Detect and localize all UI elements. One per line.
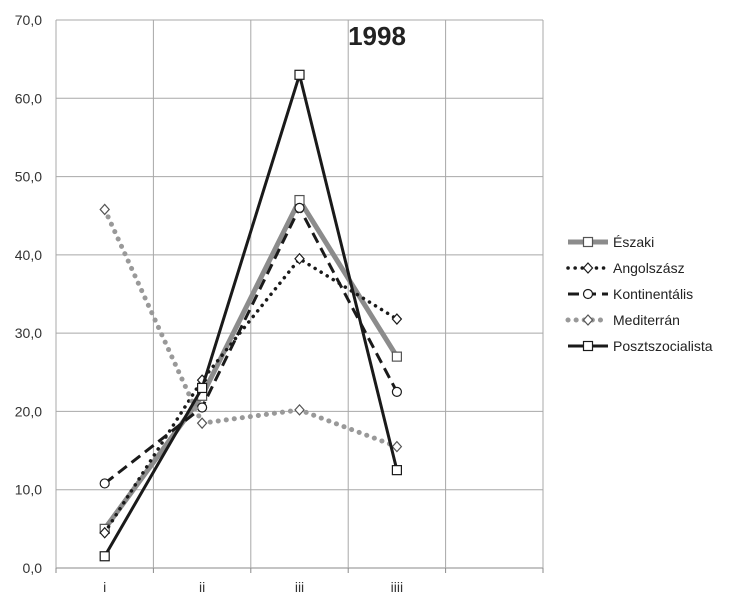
marker-circle — [197, 402, 208, 413]
marker-circle — [294, 202, 305, 213]
y-tick-label: 60,0 — [15, 90, 42, 106]
y-axis-ticks: 0,0 10,0 20,0 30,0 40,0 50,0 60,0 70,0 — [15, 12, 42, 576]
y-tick-label: 0,0 — [23, 560, 43, 576]
marker-circle — [391, 386, 402, 397]
marker-diamond — [99, 203, 111, 216]
series-line — [103, 204, 399, 485]
marker-diamond — [582, 262, 594, 274]
series-4 — [99, 69, 402, 562]
marker-square — [582, 236, 594, 248]
series-line — [102, 206, 400, 450]
series-1 — [99, 252, 403, 539]
legend-label: Posztszocialista — [613, 338, 713, 354]
y-tick-label: 50,0 — [15, 169, 42, 185]
marker-square — [582, 340, 594, 352]
marker-diamond — [391, 313, 403, 325]
marker-square — [391, 351, 402, 362]
marker-diamond — [294, 403, 305, 416]
x-tick-label: ii — [199, 579, 205, 595]
x-tick-label: iiii — [391, 579, 403, 595]
x-axis-ticks: i ii iii iiii — [103, 579, 403, 595]
chart-title: 1998 — [348, 21, 406, 51]
legend-label: Angolszász — [613, 260, 685, 276]
marker-square — [197, 382, 208, 394]
marker-circle — [582, 288, 594, 300]
x-tick-label: iii — [295, 579, 304, 595]
y-tick-label: 20,0 — [15, 403, 42, 419]
y-tick-label: 40,0 — [15, 247, 42, 263]
legend-entry: Angolszász — [566, 260, 685, 276]
marker-square — [99, 551, 110, 562]
marker-diamond — [391, 440, 403, 453]
legend-label: Északi — [613, 234, 654, 250]
marker-diamond — [196, 417, 208, 430]
legend: Északi Angolszász Kontinentális Mediterrán P… — [565, 234, 713, 354]
series-line — [103, 73, 399, 558]
marker-square — [391, 465, 402, 476]
y-tick-label: 30,0 — [15, 325, 42, 341]
marker-circle — [99, 478, 110, 489]
marker-diamond — [99, 526, 111, 539]
marker-diamond — [294, 252, 305, 265]
y-tick-label: 70,0 — [15, 12, 42, 28]
legend-entry: Kontinentális — [568, 286, 693, 302]
series-layer — [99, 69, 403, 562]
marker-square — [294, 69, 305, 80]
legend-entry: Északi — [568, 234, 654, 250]
series-3 — [99, 203, 403, 453]
legend-entry: Mediterrán — [565, 312, 680, 328]
x-tick-label: i — [103, 579, 106, 595]
marker-diamond — [582, 314, 594, 326]
series-2 — [99, 202, 402, 489]
y-tick-label: 10,0 — [15, 482, 42, 498]
legend-entry: Posztszocialista — [568, 338, 713, 354]
legend-label: Kontinentális — [613, 286, 693, 302]
grid — [55, 19, 544, 573]
legend-label: Mediterrán — [613, 312, 680, 328]
